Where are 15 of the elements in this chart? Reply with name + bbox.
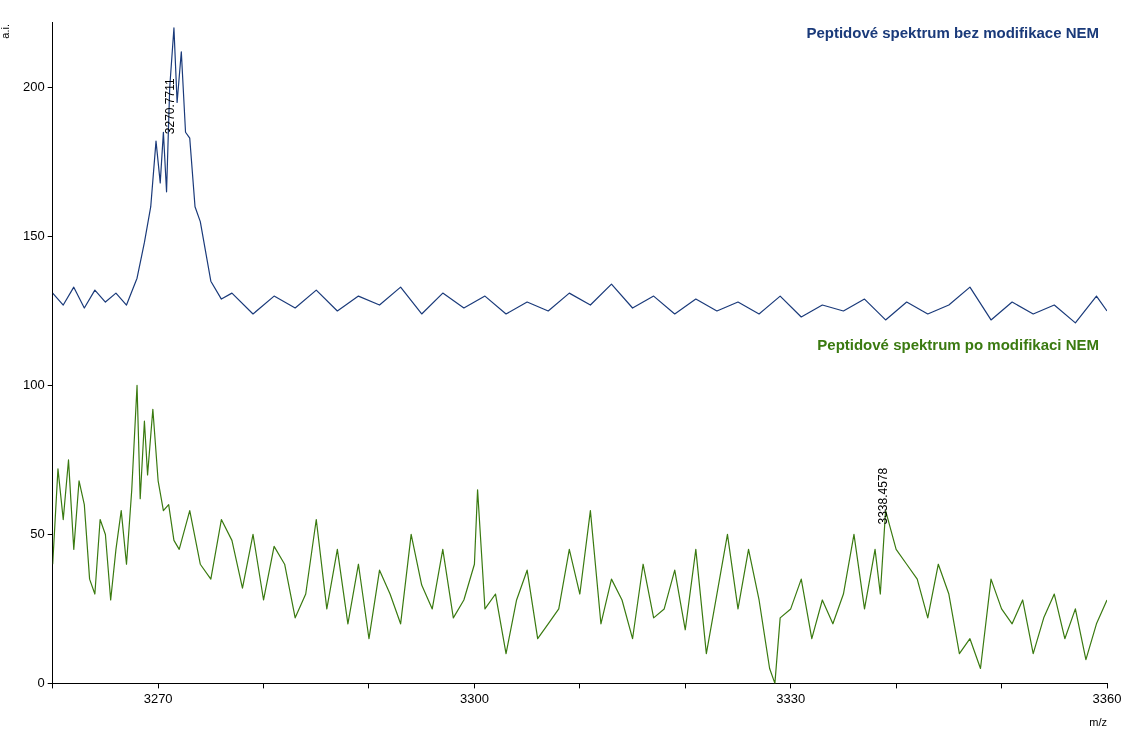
text: Peptidové spektrum bez modifikace NEM [806,24,1099,41]
y-tick-label: 0 [37,674,45,690]
y-tick-label: 50 [30,526,45,542]
x-tick-label: 3270 [143,690,173,706]
x-tick-label: 3300 [459,690,489,706]
x-tick-label: 3330 [776,690,806,706]
y-tick-label: 200 [22,79,45,95]
annotation: 3338.4578 [876,467,891,525]
x-tick-label: 3360 [1092,690,1122,706]
y-tick-label: 100 [22,377,45,393]
text: Peptidové spektrum po modifikaci NEM [817,336,1099,354]
y-axis-title: a.i. [0,24,12,39]
y-tick-label: 150 [22,228,45,244]
annotation: 3270.7711 [162,78,177,135]
x-axis-title: m/z [1089,715,1107,728]
